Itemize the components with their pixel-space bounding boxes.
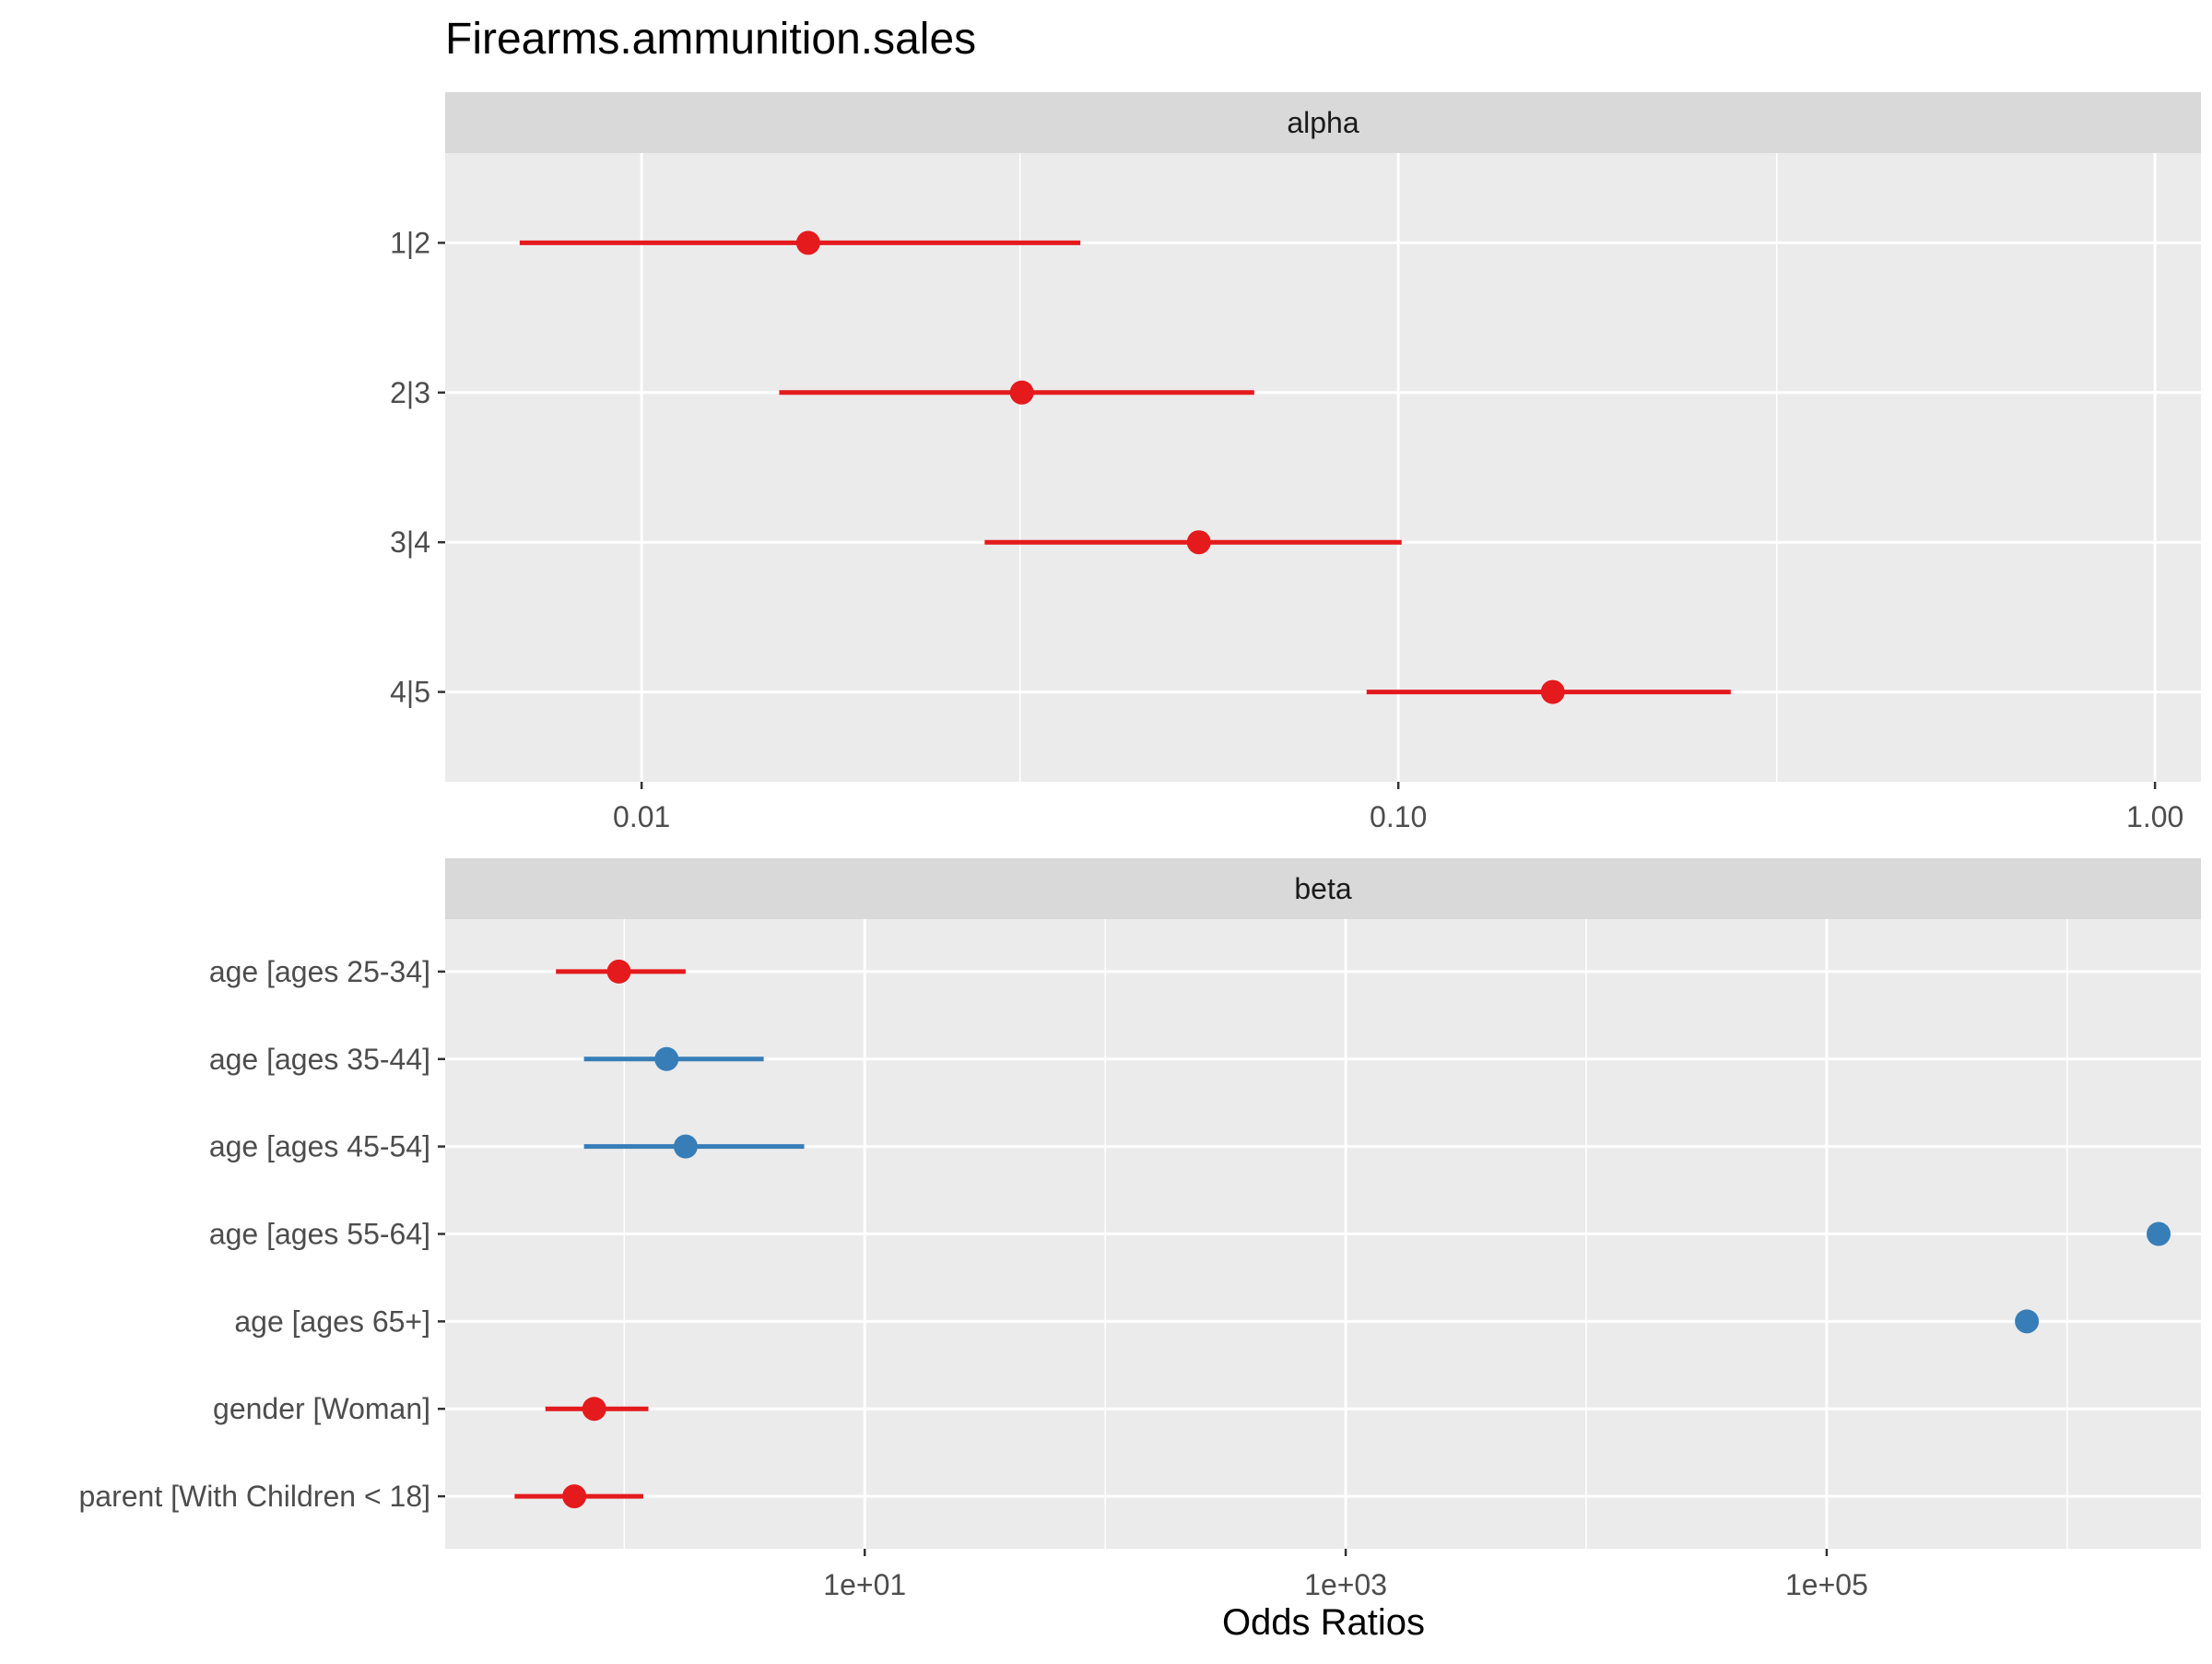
y-tick-label: 3|4	[390, 525, 430, 559]
facet-panels: alpha 0.01 0.10 1.00 1|2 2|3 3|4 4|5 beta 1e+01 1e…	[78, 92, 2201, 1601]
chart-title: Firearms.ammunition.sales	[445, 15, 976, 64]
y-tick-label: age [ages 45-54]	[209, 1130, 430, 1163]
estimate-point	[673, 1134, 698, 1159]
facet-strip-label: beta	[1294, 872, 1351, 905]
x-axis-title: Odds Ratios	[1222, 1602, 1425, 1643]
y-tick-label: age [ages 25-34]	[209, 955, 430, 988]
y-tick-label: 2|3	[390, 376, 430, 409]
panel-alpha: alpha 0.01 0.10 1.00 1|2 2|3 3|4 4|5	[390, 92, 2201, 833]
y-tick-label: gender [Woman]	[213, 1392, 430, 1425]
estimate-point	[1009, 380, 1034, 405]
panel-beta: beta 1e+01 1e+03 1e+05 age [ages 25-34] age […	[78, 858, 2201, 1601]
x-tick-label: 1.00	[2126, 800, 2183, 833]
estimate-point	[2147, 1221, 2171, 1246]
x-tick-label: 0.01	[613, 800, 670, 833]
x-tick-label: 0.10	[1370, 800, 1427, 833]
estimate-point	[606, 959, 631, 984]
panel-background	[445, 153, 2201, 782]
y-tick-label: age [ages 65+]	[234, 1304, 430, 1338]
facet-strip	[445, 92, 2201, 153]
estimate-point	[582, 1397, 606, 1422]
y-tick-label: 4|5	[390, 676, 430, 709]
y-tick-label: age [ages 55-64]	[209, 1218, 430, 1251]
estimate-point	[2015, 1309, 2040, 1334]
x-tick-label: 1e+01	[823, 1568, 906, 1601]
y-tick-label: age [ages 35-44]	[209, 1043, 430, 1076]
x-tick-label: 1e+03	[1304, 1568, 1387, 1601]
estimate-point	[654, 1046, 679, 1071]
y-tick-label: 1|2	[390, 226, 430, 259]
estimate-point	[1186, 530, 1211, 555]
facet-strip	[445, 858, 2201, 919]
y-tick-label: parent [With Children < 18]	[78, 1480, 430, 1513]
facet-strip-label: alpha	[1287, 106, 1359, 139]
estimate-point	[1540, 679, 1565, 704]
estimate-point	[795, 230, 820, 255]
x-tick-label: 1e+05	[1785, 1568, 1868, 1601]
estimate-point	[562, 1484, 587, 1509]
